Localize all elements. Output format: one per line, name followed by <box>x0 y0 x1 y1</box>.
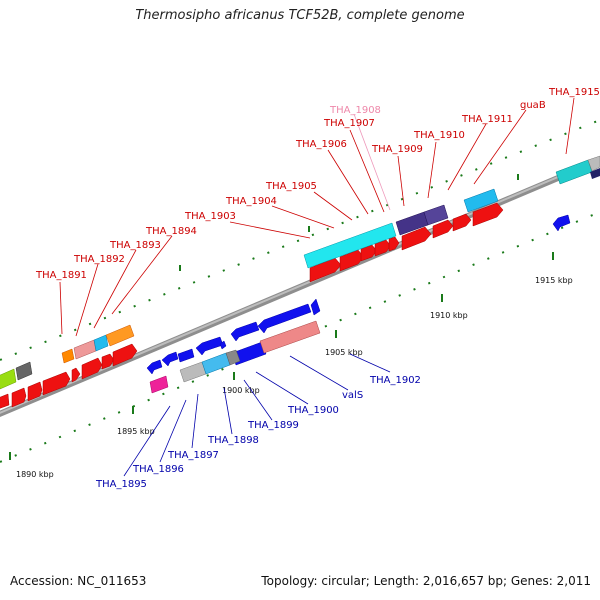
gene-block-magenta <box>149 375 169 394</box>
label-tha-1904: THA_1904 <box>225 196 277 207</box>
genome-info-text: Topology: circular; Length: 2,016,657 bp… <box>261 574 591 588</box>
faded-leader-line <box>353 113 391 211</box>
forward-leader-lines <box>59 97 575 337</box>
label-tha-1907: THA_1907 <box>323 118 375 129</box>
label-tha-1894: THA_1894 <box>145 226 197 237</box>
reverse-leader-lines <box>123 353 391 477</box>
label-tha-1898: THA_1898 <box>207 435 259 446</box>
label-tha-1909: THA_1909 <box>371 144 423 155</box>
label-tha-1903: THA_1903 <box>184 211 236 222</box>
label-vals: valS <box>342 390 363 401</box>
tick-1890: 1890 kbp <box>16 470 54 479</box>
gene-block-teal <box>555 159 593 185</box>
gene-block-green <box>0 368 17 390</box>
gene-block-pink <box>73 339 97 360</box>
label-tha-1892: THA_1892 <box>73 254 125 265</box>
label-tha-1891: THA_1891 <box>35 270 87 281</box>
label-tha-1915: THA_1915 <box>548 87 600 98</box>
tick-1915: 1915 kbp <box>535 276 573 285</box>
tick-1905: 1905 kbp <box>325 348 363 357</box>
label-tha-1899: THA_1899 <box>247 420 299 431</box>
label-tha-1905: THA_1905 <box>265 181 317 192</box>
gene-block-lightgrey <box>179 361 207 383</box>
gene-block-blue-2 <box>463 188 499 213</box>
label-tha-1897: THA_1897 <box>167 450 219 461</box>
tick-1910: 1910 kbp <box>430 311 468 320</box>
gene-block-grey <box>15 361 33 381</box>
label-tha-1906: THA_1906 <box>295 139 347 150</box>
label-tha-1908: THA_1908 <box>329 105 381 116</box>
label-tha-1910: THA_1910 <box>413 130 465 141</box>
label-tha-1896: THA_1896 <box>132 464 184 475</box>
reverse-genes <box>146 214 571 375</box>
gene-block-purple-2 <box>423 204 449 226</box>
label-tha-1902: THA_1902 <box>369 375 421 386</box>
label-tha-1900: THA_1900 <box>287 405 339 416</box>
gene-block-salmon <box>259 320 321 354</box>
gene-block-orange-2 <box>105 324 135 347</box>
gene-block-cyan <box>303 222 397 269</box>
label-tha-1895: THA_1895 <box>95 479 147 490</box>
label-guab: guaB <box>520 100 546 111</box>
gene-block-lightblue <box>201 352 231 375</box>
gene-block-orange-1 <box>61 348 75 364</box>
tick-1895: 1895 kbp <box>117 427 155 436</box>
genome-title: Thermosipho africanus TCF52B, complete g… <box>135 8 465 23</box>
label-tha-1893: THA_1893 <box>109 240 161 251</box>
label-tha-1911: THA_1911 <box>461 114 513 125</box>
accession-text: Accession: NC_011653 <box>10 574 147 588</box>
tick-1900: 1900 kbp <box>222 386 260 395</box>
forward-genes <box>0 202 504 409</box>
guide-dots-upper <box>0 119 600 361</box>
gene-block-blue <box>93 334 109 352</box>
